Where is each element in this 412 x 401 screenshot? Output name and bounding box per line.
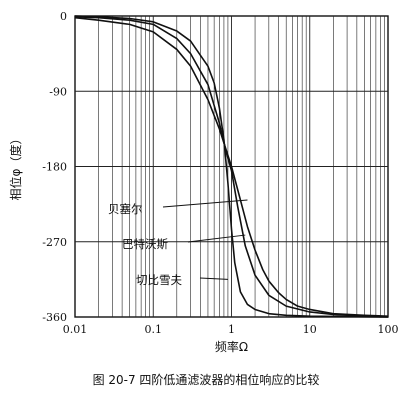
- series-line-1: [74, 16, 389, 317]
- annotation-leader-line: [187, 234, 246, 243]
- annotation-leader-line: [162, 199, 248, 208]
- y-tick-label: -180: [42, 161, 67, 174]
- x-tick-label: 0.1: [145, 323, 163, 336]
- annotation-label: 巴特沃斯: [122, 237, 168, 251]
- y-tick-label: -90: [49, 85, 67, 98]
- series-line-2: [74, 16, 389, 318]
- series-line-3: [74, 15, 389, 318]
- y-tick-label: -270: [42, 236, 67, 249]
- x-tick-label: 10: [303, 323, 317, 336]
- annotation-leader-line: [199, 277, 228, 280]
- y-tick-labels: 0 -90 -180 -270 -360: [42, 10, 67, 324]
- x-tick-label: 100: [378, 323, 399, 336]
- x-axis-title: 频率Ω: [215, 339, 248, 354]
- x-tick-label: 1: [228, 323, 235, 336]
- x-tick-label: 0.01: [63, 323, 88, 336]
- y-axis-title: 相位φ（度）: [8, 133, 23, 201]
- y-tick-label: -360: [42, 311, 67, 324]
- x-tick-labels: 0.01 0.1 1 10 100: [63, 323, 399, 336]
- y-tick-label: 0: [60, 10, 67, 23]
- annotation-label: 贝塞尔: [108, 202, 143, 216]
- figure-caption: 图 20-7 四阶低通滤波器的相位响应的比较: [93, 372, 320, 387]
- series-lines: [74, 15, 389, 318]
- annotation-label: 切比雪夫: [136, 273, 182, 287]
